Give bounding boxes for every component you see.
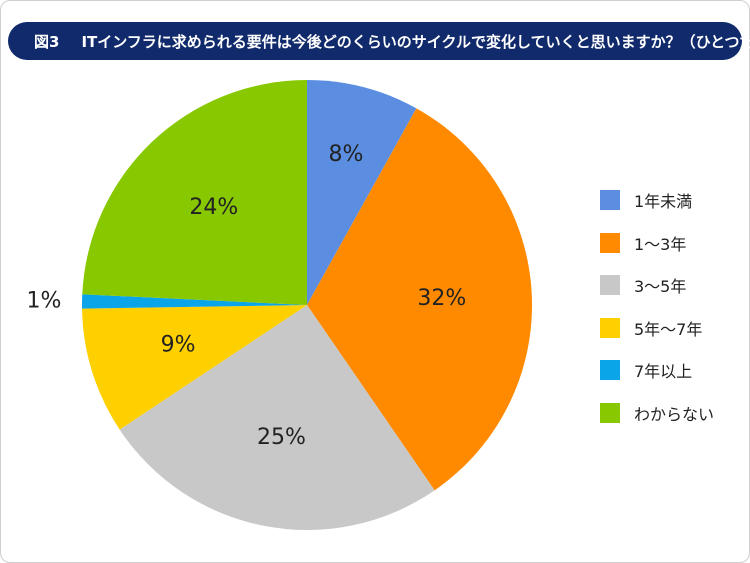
pie-slice-1 — [307, 80, 417, 305]
pie-slice-5 — [81, 294, 307, 309]
pie-value-label-3: 25% — [257, 425, 306, 450]
pie-value-label-1: 8% — [329, 142, 364, 167]
chart-title-bar: 図3 ITインフラに求められる要件は今後どのくらいのサイクルで変化していくと思い… — [8, 22, 750, 60]
legend-item-1: 1年未満 — [600, 188, 714, 212]
legend-label: 7年以上 — [634, 362, 693, 381]
pie-value-label-5: 1% — [27, 288, 62, 313]
pie-slice-3 — [119, 305, 435, 531]
legend-swatch — [600, 402, 620, 423]
legend-item-3: 3〜5年 — [600, 273, 714, 297]
chart-title: ITインフラに求められる要件は今後どのくらいのサイクルで変化していくと思いますか… — [81, 32, 750, 51]
chart-legend: 1年未満 1〜3年 3〜5年 5年〜7年 7年以上わからない — [600, 188, 714, 443]
figure-label: 図3 — [34, 32, 60, 51]
pie-value-label-2: 32% — [417, 286, 466, 311]
legend-item-4: 5年〜7年 — [600, 316, 714, 340]
legend-swatch — [600, 232, 620, 253]
legend-item-2: 1〜3年 — [600, 231, 714, 255]
legend-label: わからない — [634, 404, 715, 424]
legend-swatch — [600, 360, 620, 380]
pie-slice-4 — [82, 305, 307, 430]
legend-label: 1年未満 — [634, 192, 693, 211]
pie-slice-2 — [307, 108, 533, 491]
pie-slice-6 — [82, 80, 307, 305]
pie-value-label-6: 24% — [189, 195, 238, 220]
pie-value-label-4: 9% — [161, 333, 196, 358]
legend-swatch — [600, 190, 620, 210]
legend-item-5: 7年以上 — [600, 358, 714, 382]
legend-label: 1〜3年 — [634, 234, 687, 254]
legend-label: 5年〜7年 — [634, 319, 703, 339]
legend-label: 3〜5年 — [634, 277, 687, 296]
legend-swatch — [600, 275, 620, 295]
legend-item-6: わからない — [600, 401, 714, 425]
legend-swatch — [600, 317, 620, 338]
